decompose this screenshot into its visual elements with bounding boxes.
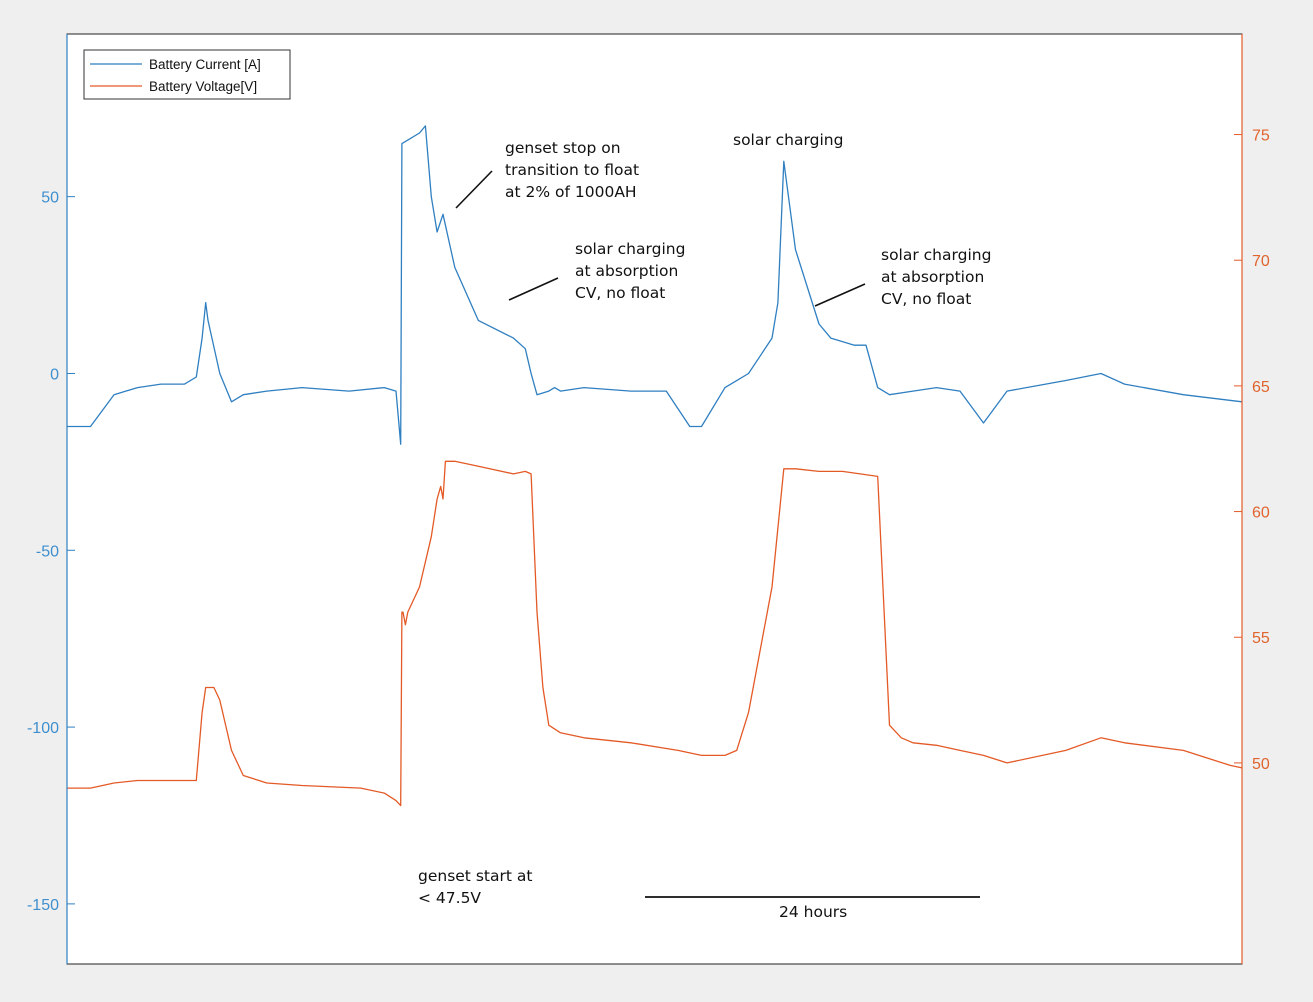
plot-area	[66, 33, 1243, 965]
right-axis-tick-label: 75	[1252, 128, 1270, 145]
right-axis-tick-label: 70	[1252, 253, 1270, 270]
left-axis-tick-label: -100	[27, 720, 59, 737]
legend-box	[83, 49, 291, 100]
left-axis-ticks: 50 0 -50 -100 -150	[27, 190, 75, 914]
left-axis-tick-label: 0	[50, 366, 59, 383]
right-axis-tick-label: 55	[1252, 630, 1270, 647]
series-layer	[67, 125, 1243, 807]
annotation-absorption-2-line-3: CV, no float	[881, 290, 971, 308]
right-axis-tick-label: 60	[1252, 505, 1270, 522]
annotation-genset-stop-line-2: transition to float	[505, 161, 639, 179]
right-axis-ticks: 75 70 65 60 55 50	[1234, 128, 1270, 773]
legend-label-current: Battery Current [A]	[149, 57, 261, 72]
annotation-24-hours: 24 hours	[779, 903, 847, 921]
left-axis-tick-label: 50	[41, 190, 59, 207]
annotation-leader-absorption-2	[814, 283, 866, 307]
annotation-leader-genset-stop	[455, 170, 493, 209]
annotation-genset-start-line-1: genset start at	[418, 867, 532, 885]
right-axis-tick-label: 50	[1252, 756, 1270, 773]
legend-label-voltage: Battery Voltage[V]	[149, 79, 257, 94]
annotation-absorption-2: solar charging at absorption CV, no floa…	[881, 246, 991, 308]
annotation-leader-absorption-1	[508, 277, 559, 301]
left-axis-tick-label: -50	[36, 543, 59, 560]
series-line-battery-current	[67, 125, 1243, 445]
annotation-absorption-1-line-2: at absorption	[575, 262, 678, 280]
annotation-genset-start: genset start at < 47.5V	[418, 867, 532, 907]
annotation-absorption-1: solar charging at absorption CV, no floa…	[575, 240, 685, 302]
annotation-absorption-2-line-1: solar charging	[881, 246, 991, 264]
right-axis-tick-label: 65	[1252, 379, 1270, 396]
annotation-genset-stop-line-1: genset stop on	[505, 139, 621, 157]
annotation-genset-start-line-2: < 47.5V	[418, 889, 481, 907]
left-axis-tick-label: -150	[27, 897, 59, 914]
annotation-absorption-1-line-1: solar charging	[575, 240, 685, 258]
series-line-battery-voltage	[67, 460, 1243, 807]
annotation-absorption-2-line-2: at absorption	[881, 268, 984, 286]
annotation-genset-stop: genset stop on transition to float at 2%…	[505, 139, 639, 201]
legend: Battery Current [A] Battery Voltage[V]	[83, 49, 291, 100]
annotation-solar-charging: solar charging	[733, 131, 843, 149]
annotation-absorption-1-line-3: CV, no float	[575, 284, 665, 302]
annotation-genset-stop-line-3: at 2% of 1000AH	[505, 183, 637, 201]
